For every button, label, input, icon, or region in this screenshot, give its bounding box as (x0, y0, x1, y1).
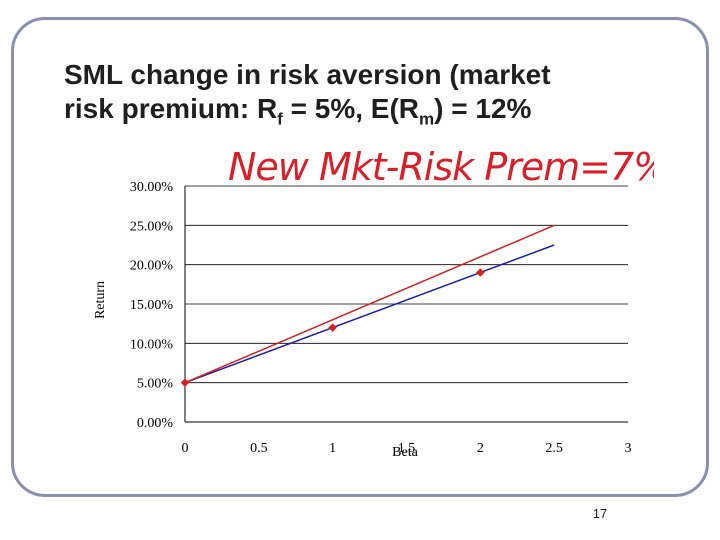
series-line-2 (184, 224, 555, 384)
title-line-1: SML change in risk aversion (market (64, 59, 551, 90)
y-axis-title: Return (93, 281, 108, 319)
x-tick-label: 0 (182, 441, 189, 456)
x-axis-title: Beta (392, 445, 418, 460)
title-text-a: risk premium: R (64, 93, 278, 124)
title-line-2: risk premium: Rf = 5%, E(Rm) = 12% (64, 92, 684, 129)
x-tick-label: 1 (329, 441, 336, 456)
y-tick-label: 5.00% (137, 377, 174, 392)
slide-number: 17 (592, 506, 608, 521)
title-text-c: ) = 12% (434, 93, 532, 124)
gridlines (185, 185, 628, 384)
handwritten-annotation-text: New Mkt-Risk Prem=7% (228, 145, 654, 189)
y-tick-label: 20.00% (130, 259, 174, 274)
data-point-marker (180, 378, 190, 388)
x-tick-label: 2 (477, 441, 484, 456)
y-tick-labels: 0.00% 5.00% 10.00% 15.00% 20.00% 25.00% 30.00% (130, 180, 174, 431)
series (180, 224, 555, 388)
x-tick-labels: 0 0.5 1 1.5 2 2.5 3 (182, 441, 632, 456)
slide-title: SML change in risk aversion (market risk… (64, 58, 684, 129)
data-point-marker (328, 323, 338, 332)
y-tick-label: 0.00% (137, 416, 174, 431)
x-tick-label: 0.5 (250, 441, 268, 456)
y-tick-label: 10.00% (130, 337, 174, 352)
y-tick-label: 25.00% (130, 219, 174, 234)
series-line-1 (184, 244, 555, 384)
y-tick-label: 15.00% (130, 298, 174, 313)
data-point-marker (475, 268, 485, 277)
slide-frame (11, 17, 709, 497)
subscript-m: m (419, 109, 435, 129)
y-tick-label: 30.00% (130, 180, 174, 195)
x-tick-label: 3 (625, 441, 632, 456)
x-tick-label: 2.5 (545, 441, 563, 456)
title-text-b: = 5%, E(R (282, 93, 420, 124)
x-tick-label: 1.5 (398, 441, 416, 456)
subscript-f: f (277, 109, 283, 129)
handwritten-annotation: New Mkt-Risk Prem=7% (228, 145, 654, 189)
